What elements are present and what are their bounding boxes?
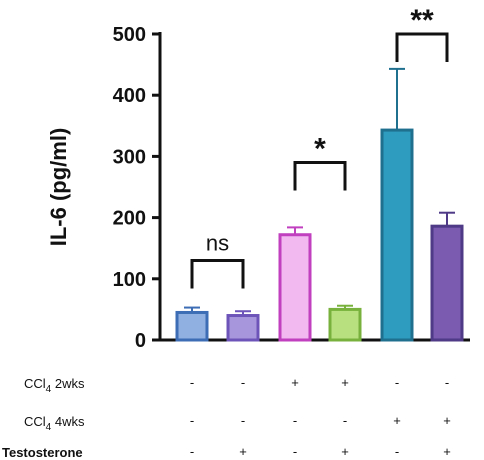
bar-4 bbox=[328, 307, 362, 342]
condition-sign: - bbox=[445, 375, 449, 390]
condition-sign: - bbox=[190, 413, 194, 428]
condition-sign: - bbox=[395, 375, 399, 390]
condition-sign: + bbox=[291, 375, 299, 390]
condition-sign: - bbox=[293, 444, 297, 459]
condition-sign: - bbox=[241, 413, 245, 428]
condition-table: CCl4 2wks - - + + - - CCl4 4wks - - - - + + Testostero… bbox=[2, 375, 451, 460]
condition-sign: - bbox=[343, 413, 347, 428]
condition-sign: + bbox=[393, 413, 401, 428]
condition-sign: - bbox=[395, 444, 399, 459]
significance-bracket-2 bbox=[293, 161, 347, 191]
significance-label-1: ns bbox=[206, 230, 229, 255]
bar-5 bbox=[380, 128, 414, 342]
y-tick-label: 500 bbox=[113, 24, 146, 46]
significance-label-2: * bbox=[314, 133, 326, 166]
y-tick-label: 100 bbox=[113, 269, 146, 291]
bar-group bbox=[175, 67, 464, 342]
condition-sign: + bbox=[341, 444, 349, 459]
condition-label-1: CCl4 2wks bbox=[24, 376, 85, 395]
y-axis-label: IL-6 (pg/ml) bbox=[46, 128, 71, 247]
bar-2 bbox=[226, 314, 260, 342]
condition-sign: + bbox=[341, 375, 349, 390]
condition-sign: - bbox=[293, 413, 297, 428]
y-tick-label: 400 bbox=[113, 85, 146, 107]
significance-bracket-1 bbox=[190, 258, 245, 289]
condition-sign: + bbox=[443, 444, 451, 459]
significance-bracket-3 bbox=[395, 32, 449, 62]
condition-label-2: CCl4 4wks bbox=[24, 414, 85, 433]
condition-label-3: Testosterone bbox=[2, 445, 83, 460]
significance-group: ns*** bbox=[190, 4, 449, 289]
condition-sign: - bbox=[190, 444, 194, 459]
condition-sign: - bbox=[190, 375, 194, 390]
bar-3 bbox=[278, 233, 312, 342]
y-tick-label: 300 bbox=[113, 146, 146, 168]
condition-sign: + bbox=[239, 444, 247, 459]
bar-6 bbox=[430, 224, 464, 342]
y-tick-label: 0 bbox=[135, 330, 146, 352]
significance-label-3: ** bbox=[410, 4, 434, 37]
condition-sign: + bbox=[443, 413, 451, 428]
y-tick-label: 200 bbox=[113, 208, 146, 230]
condition-sign: - bbox=[241, 375, 245, 390]
bar-1 bbox=[175, 310, 209, 342]
chart-axes: 0 100 200 300 400 500 IL-6 (pg/ml) bbox=[46, 24, 470, 352]
